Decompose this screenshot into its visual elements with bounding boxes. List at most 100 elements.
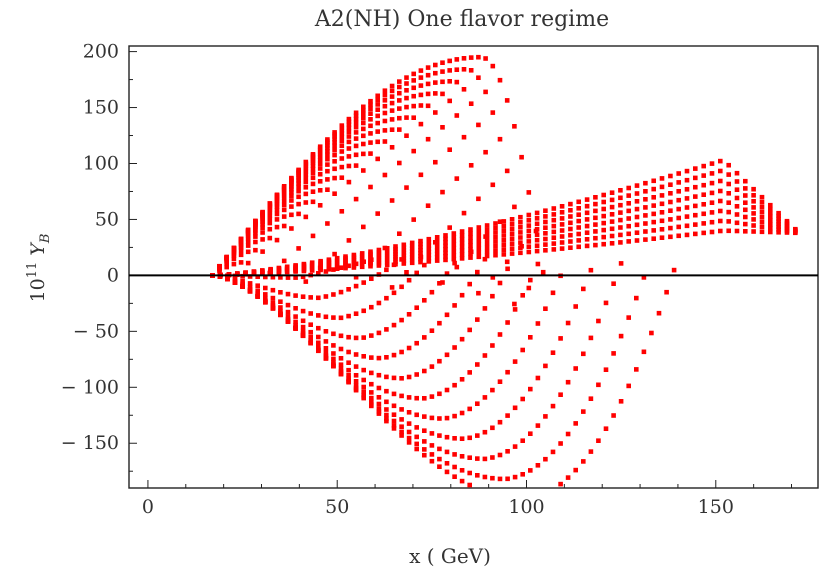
data-point [634,191,640,196]
data-point [382,139,388,144]
data-point [353,124,359,130]
data-point [596,382,601,388]
data-point [568,245,573,250]
data-point [332,140,337,145]
data-point [323,356,329,361]
data-point [476,75,481,80]
data-point [543,414,548,419]
data-point [393,254,398,259]
data-point [255,274,260,279]
data-point [659,218,665,224]
data-point [375,211,380,216]
data-point [609,219,615,224]
data-point [759,219,765,225]
data-point [409,254,415,260]
data-point [543,363,548,369]
data-point [751,223,756,228]
data-point [397,231,402,236]
x-tick-label: 150 [698,496,734,518]
data-point [593,229,598,234]
data-point [476,254,482,260]
data-point [224,254,229,260]
data-point [293,293,298,298]
data-point [501,219,507,224]
data-point [353,373,359,378]
data-point [768,214,773,219]
data-point [308,311,313,316]
data-point [709,200,715,205]
data-point [490,63,496,69]
data-point [429,458,435,464]
data-point [443,250,448,256]
data-point [369,399,374,405]
data-point [240,278,245,284]
data-point [316,340,321,346]
data-point [404,104,409,110]
data-point [693,231,698,237]
data-point [693,184,698,190]
data-point [353,120,359,126]
data-point [459,248,465,253]
data-point [308,340,313,346]
data-point [459,252,465,257]
data-point [461,87,467,92]
data-point [743,200,748,205]
data-point [593,195,598,200]
data-point [701,192,706,197]
data-point [565,431,571,437]
data-point [281,223,287,229]
data-point [281,198,287,204]
data-point [251,269,257,274]
data-point [759,199,765,205]
data-point [618,240,623,245]
data-point [626,185,631,191]
data-point [296,194,301,200]
data-point [406,440,412,445]
data-point [568,239,573,244]
data-point [534,216,540,221]
data-point [468,231,473,236]
data-point [245,227,251,233]
data-point [351,252,357,258]
data-point [559,228,565,233]
data-point [418,68,424,73]
data-point [268,266,273,272]
data-point [526,244,532,249]
data-point [535,423,541,428]
data-point [768,222,773,227]
data-point [418,103,424,108]
data-point [325,137,330,142]
data-point [404,75,409,80]
data-point [526,285,532,291]
data-point [518,235,523,240]
data-point [651,211,656,217]
data-point [361,384,366,390]
data-point [734,212,740,217]
data-point [726,219,731,224]
data-point [332,152,337,158]
data-point [389,83,395,89]
data-point [260,237,265,242]
data-point [375,107,380,112]
data-point [389,100,395,106]
data-point [278,305,283,310]
data-point [253,230,258,236]
data-point [447,225,452,230]
data-point [601,206,606,212]
data-point [270,274,276,280]
data-point [434,248,440,253]
data-point [422,396,427,401]
data-point [512,405,518,411]
data-point [573,304,578,309]
data-point [429,443,435,448]
data-point [426,236,432,242]
data-point [454,67,460,72]
data-point [484,240,490,246]
data-point [384,248,390,253]
data-point [384,295,389,301]
data-point [593,222,598,227]
data-point [332,130,337,135]
data-point [759,209,765,215]
data-point [751,199,756,204]
data-point [768,229,773,235]
